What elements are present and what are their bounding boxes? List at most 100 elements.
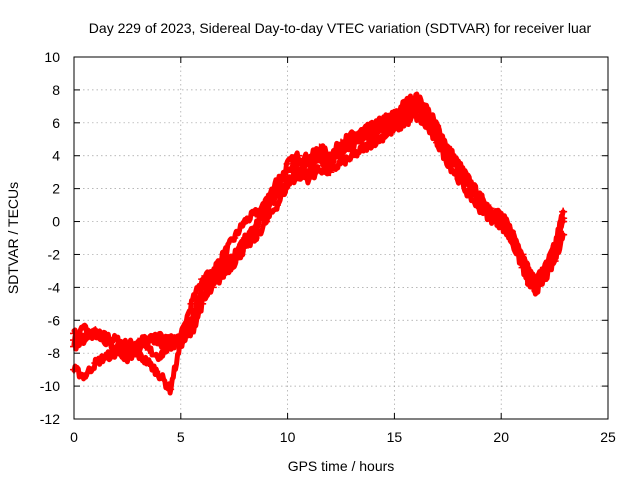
x-tick-label: 15 [387,429,403,445]
data-point [401,105,410,114]
x-tick-label: 20 [493,429,509,445]
data-point [112,342,121,351]
x-tick-label: 5 [177,429,185,445]
data-point [230,234,239,242]
y-tick-label: 8 [52,82,60,98]
data-point [539,263,548,272]
y-tick-label: -10 [40,378,60,394]
data-point [80,372,89,381]
data-point [251,222,260,231]
data-point [176,336,185,345]
data-point [134,350,143,359]
data-point [187,319,196,328]
data-point [550,257,559,266]
y-tick-label: 2 [52,181,60,197]
data-point [134,340,143,349]
data-point [358,145,367,154]
data-point [283,159,292,168]
data-point [539,276,548,285]
y-tick-label: -12 [40,411,60,427]
data-point [497,217,506,226]
data-point [155,332,164,341]
y-tick-label: -2 [48,246,61,262]
data-point [198,275,207,284]
data-point [443,148,452,157]
data-point [433,128,442,137]
data-point [347,136,356,145]
data-point [401,118,410,127]
y-tick-label: -4 [48,279,61,295]
plot-frame [73,56,609,420]
data-point [144,345,153,354]
data-point [294,158,303,167]
y-tick-label: 10 [44,49,60,65]
data-point [486,209,495,218]
data-point [315,148,324,157]
y-tick-label: 6 [52,115,60,131]
data-point [294,171,303,180]
axis-ticks: 0 5 10 15 20 25 -12 -10 -8 -6 -4 -2 0 2 4 6 8 10 [40,49,616,445]
data-point [465,181,474,190]
data-point [337,158,345,167]
data-point [91,359,100,368]
data-point [524,270,533,279]
x-tick-label: 25 [600,429,616,445]
data-point [304,161,313,170]
data-point [518,253,527,262]
data-point [422,122,431,131]
y-tick-label: 0 [52,214,60,230]
y-axis-title: SDTVAR / TECUs [5,182,21,294]
data-point [531,276,540,285]
series-trace-2 [70,102,568,365]
data-point [524,280,533,289]
data-point [272,178,281,187]
data-point [390,117,399,126]
data-point [240,234,249,242]
data-point [230,253,239,262]
data-point [475,194,484,203]
data-point [390,125,399,134]
data-point [166,385,175,394]
data-point [80,334,89,343]
data-point [144,359,153,368]
data-point [91,326,100,335]
data-point [262,197,271,206]
data-point [102,337,111,346]
x-tick-label: 0 [70,429,78,445]
data-point [304,174,313,183]
data-point [166,340,175,349]
data-point [454,164,463,173]
data-point [155,352,164,361]
data-point [262,217,271,226]
data-point [379,122,388,131]
y-tick-label: 4 [52,148,60,164]
data-point [337,143,345,152]
data-point [411,112,420,121]
data-point [379,131,388,140]
data-point [240,217,249,226]
data-point [123,347,132,356]
data-point [454,174,463,183]
data-point [326,168,335,177]
data-point [475,204,484,213]
y-tick-label: -8 [48,345,61,361]
chart-title: Day 229 of 2023, Sidereal Day-to-day VTE… [89,20,592,36]
data-point [219,263,228,272]
series-group [70,91,568,396]
data-point [208,276,217,285]
data-point [326,155,335,164]
data-point [358,130,367,139]
data-point [369,138,378,147]
data-point [272,201,281,210]
x-tick-label: 10 [280,429,296,445]
data-point [251,234,260,242]
data-point [531,286,540,295]
series-line [71,96,566,363]
data-point [315,164,324,173]
series-line [71,102,566,365]
x-axis-title: GPS time / hours [288,458,395,474]
data-point [240,243,249,252]
data-point [507,234,516,242]
data-point [347,153,356,162]
